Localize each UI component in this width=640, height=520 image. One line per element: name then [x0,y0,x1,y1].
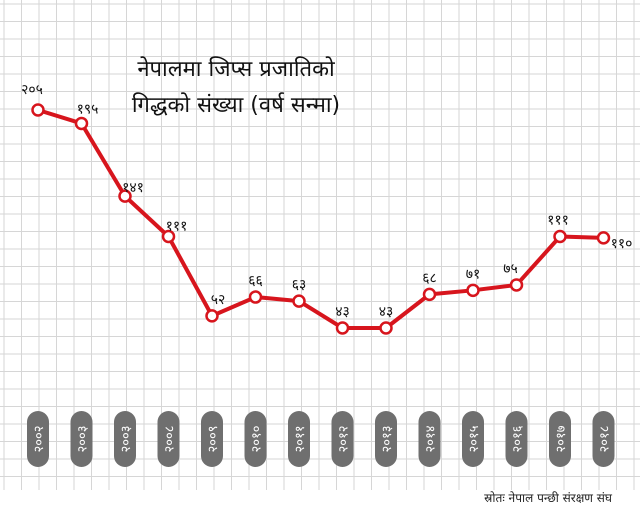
data-label: ५२ [211,292,226,308]
x-tick-pill [505,411,528,467]
data-label: ४३ [379,304,394,320]
data-label: ११० [611,236,633,252]
chart-title: नेपालमा जिप्स प्रजातिको गिद्धको संख्या (… [132,56,340,118]
x-tick: २०१७ [549,411,571,467]
x-tick-pill [462,411,484,467]
data-point [596,231,611,245]
x-tick-label: २०१३ [380,425,395,452]
data-point [509,278,524,292]
grid [0,0,640,490]
x-tick-label: २०१८ [598,425,613,452]
data-point [74,116,89,131]
x-tick: २०१४ [418,411,441,467]
x-tick-label: २००३ [119,425,134,452]
data-label: ४३ [335,304,350,320]
series-line [36,108,606,330]
x-tick-pill [157,411,180,467]
x-tick: २०११ [288,411,310,467]
data-point [292,294,306,308]
x-tick: २००८ [157,411,180,467]
x-tick-label: २०१२ [337,425,352,452]
x-tick-pill [114,411,136,467]
x-tick-label: २०१७ [554,425,569,452]
x-tick-pill [375,411,397,467]
x-tick-label: २००९ [206,425,221,452]
x-tick: २०१८ [592,411,615,467]
data-label: ७५ [503,261,518,277]
x-tick-label: २०११ [293,425,308,452]
data-label: १९५ [77,101,99,117]
x-tick: २०१३ [375,411,397,467]
chart-title-line-1: नेपालमा जिप्स प्रजातिको [137,56,335,82]
data-label: २०५ [21,82,43,98]
x-tick-label: २००३ [76,425,91,452]
x-tick: २००३ [70,411,93,467]
source-note: स्रोतः नेपाल पन्छी संरक्षण संघ [484,491,613,505]
data-point [335,321,350,335]
data-label: ७१ [466,266,481,282]
x-tick-pill [288,411,310,467]
data-point [422,287,437,302]
x-tick: २००२ [27,411,49,467]
data-label: १११ [547,212,569,228]
data-point [248,290,263,304]
x-tick-pill [549,411,571,467]
data-label: ६३ [292,277,307,293]
x-tick-pill [244,411,267,467]
series: २०५ १९५ १४१ १११ ५२ ६६ ६३ ४३ ४३ ६८ ७१ ७५ १११ ११० [21,82,633,335]
data-point [553,229,567,244]
x-tick-label: २०१६ [511,425,526,452]
x-tick-pill [201,411,223,467]
data-point [466,283,480,298]
x-tick: २०१२ [331,411,354,467]
data-point [205,309,219,323]
x-tick: २००९ [201,411,223,467]
data-point [31,103,45,117]
x-tick-pill [331,411,354,467]
data-point [379,321,393,335]
data-point [161,229,176,244]
data-point [118,189,132,203]
x-tick: २०१६ [505,411,528,467]
x-axis-ticks: २००२ २००३ २००३ २००८ २००९ २०१० २०११ २०१२ २०१३ २०१४… [27,411,615,467]
data-label: ६८ [422,270,437,286]
x-tick-pill [418,411,441,467]
x-tick-label: २०१४ [424,425,439,452]
x-tick-label: २००२ [32,425,47,452]
x-tick-label: २०१५ [467,425,482,452]
chart-title-line-2: गिद्धको संख्या (वर्ष सन्मा) [132,92,340,118]
x-tick-pill [592,411,615,467]
x-tick-label: २०१० [250,425,265,452]
x-tick: २०१० [244,411,267,467]
data-label: ६६ [248,273,263,289]
data-label: १४१ [122,180,144,196]
x-tick-pill [27,411,49,467]
x-tick: २००३ [114,411,136,467]
x-tick-label: २००८ [163,425,178,452]
x-tick-pill [70,411,93,467]
x-tick: २०१५ [462,411,484,467]
data-label: १११ [166,218,188,234]
